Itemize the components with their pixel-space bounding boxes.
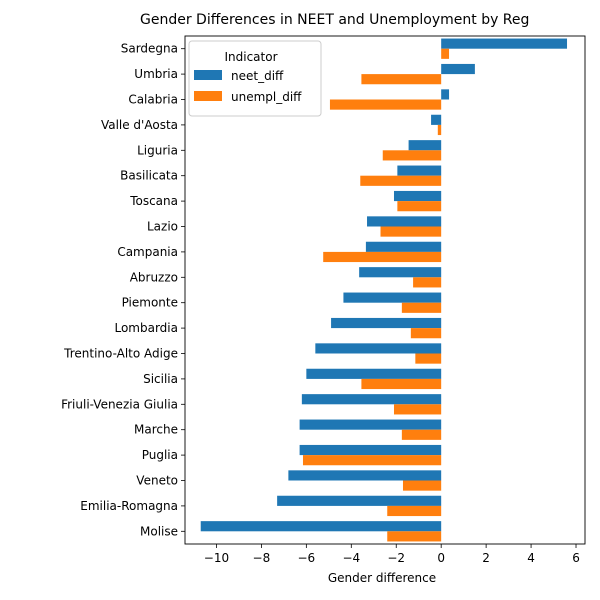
bar-neet-diff-emilia-romagna bbox=[277, 495, 442, 506]
legend-swatch-unempl-diff bbox=[194, 91, 222, 101]
bar-neet-diff-molise bbox=[200, 521, 442, 532]
x-tick-label: 0 bbox=[437, 551, 445, 565]
y-tick-label-lombardia: Lombardia bbox=[114, 321, 178, 335]
bar-neet-diff-sicilia bbox=[306, 368, 442, 379]
bar-neet-diff-basilicata bbox=[397, 165, 442, 176]
bar-neet-diff-piemonte bbox=[343, 292, 442, 303]
y-tick-label-veneto: Veneto bbox=[136, 474, 178, 488]
bar-neet-diff-lombardia bbox=[331, 317, 442, 329]
legend: Indicator neet_diff unempl_diff bbox=[188, 40, 322, 117]
bar-unempl-diff-umbria bbox=[361, 74, 442, 85]
y-tick-label-umbria: Umbria bbox=[134, 67, 178, 81]
legend-title: Indicator bbox=[224, 50, 277, 64]
bar-unempl-diff-piemonte bbox=[401, 302, 442, 313]
bar-neet-diff-umbria bbox=[441, 63, 475, 75]
y-tick-label-marche: Marche bbox=[134, 423, 178, 437]
bar-unempl-diff-lombardia bbox=[410, 328, 442, 339]
x-tick-label: −6 bbox=[297, 551, 315, 565]
bar-unempl-diff-veneto bbox=[402, 480, 442, 491]
bars-group bbox=[200, 38, 568, 542]
bar-unempl-diff-marche bbox=[401, 429, 442, 440]
legend-label-unempl-diff: unempl_diff bbox=[231, 90, 302, 104]
bar-unempl-diff-calabria bbox=[329, 99, 442, 110]
bar-neet-diff-abruzzo bbox=[359, 267, 442, 278]
bar-neet-diff-valle-d-aosta bbox=[431, 114, 442, 125]
plot-frame bbox=[184, 35, 586, 545]
x-tick-label: −4 bbox=[342, 551, 360, 565]
bar-unempl-diff-liguria bbox=[382, 150, 442, 161]
y-tick-label-sardegna: Sardegna bbox=[121, 42, 178, 56]
x-tick-label: 6 bbox=[572, 551, 580, 565]
legend-label-neet-diff: neet_diff bbox=[231, 69, 284, 83]
bar-neet-diff-trentino-alto-adige bbox=[315, 343, 442, 354]
x-axis-ticks: −10 −8 −6 −4 −2 0 2 4 6 bbox=[204, 544, 580, 565]
x-tick-label: −10 bbox=[204, 551, 229, 565]
y-tick-label-lazio: Lazio bbox=[147, 220, 178, 234]
y-tick-label-liguria: Liguria bbox=[137, 143, 178, 157]
y-tick-label-sicilia: Sicilia bbox=[143, 372, 178, 386]
bar-neet-diff-toscana bbox=[393, 190, 442, 202]
y-tick-label-trentino-alto-adige: Trentino-Alto Adige bbox=[63, 347, 178, 361]
x-tick-label: −2 bbox=[387, 551, 405, 565]
bar-unempl-diff-toscana bbox=[397, 201, 442, 212]
y-tick-label-puglia: Puglia bbox=[142, 448, 178, 462]
y-tick-label-emilia-romagna: Emilia-Romagna bbox=[80, 499, 178, 513]
bar-neet-diff-lazio bbox=[367, 216, 442, 227]
bar-neet-diff-friuli-venezia-giulia bbox=[301, 394, 442, 405]
y-tick-label-piemonte: Piemonte bbox=[122, 296, 178, 310]
chart-title: Gender Differences in NEET and Unemploym… bbox=[140, 12, 529, 28]
y-tick-label-friuli-venezia-giulia: Friuli-Venezia Giulia bbox=[61, 397, 178, 411]
x-tick-label: −8 bbox=[253, 551, 271, 565]
bar-unempl-diff-molise bbox=[387, 531, 442, 542]
bar-unempl-diff-valle-d-aosta bbox=[437, 124, 442, 136]
bar-unempl-diff-basilicata bbox=[360, 175, 442, 186]
bar-unempl-diff-campania bbox=[323, 251, 442, 263]
bar-neet-diff-campania bbox=[365, 241, 442, 252]
legend-swatch-neet-diff bbox=[194, 70, 222, 80]
y-tick-label-campania: Campania bbox=[117, 245, 178, 259]
bar-neet-diff-calabria bbox=[441, 89, 450, 100]
bar-unempl-diff-friuli-venezia-giulia bbox=[393, 404, 442, 415]
bar-neet-diff-veneto bbox=[288, 470, 442, 481]
bar-unempl-diff-lazio bbox=[380, 226, 442, 237]
x-tick-label: 4 bbox=[527, 551, 535, 565]
bar-neet-diff-sardegna bbox=[441, 38, 568, 49]
y-tick-label-abruzzo: Abruzzo bbox=[130, 270, 178, 284]
bar-neet-diff-puglia bbox=[299, 444, 442, 456]
x-tick-label: 2 bbox=[482, 551, 490, 565]
y-tick-label-toscana: Toscana bbox=[129, 194, 178, 208]
y-tick-label-calabria: Calabria bbox=[128, 93, 178, 107]
bar-unempl-diff-trentino-alto-adige bbox=[415, 353, 442, 364]
bar-unempl-diff-sardegna bbox=[441, 48, 450, 59]
x-axis-label: Gender difference bbox=[328, 571, 436, 585]
y-tick-label-valle-d-aosta: Valle d'Aosta bbox=[101, 118, 178, 132]
bar-neet-diff-marche bbox=[299, 419, 442, 430]
bar-unempl-diff-sicilia bbox=[361, 378, 442, 390]
bar-unempl-diff-puglia bbox=[302, 455, 442, 466]
bar-neet-diff-liguria bbox=[408, 140, 442, 151]
bar-unempl-diff-emilia-romagna bbox=[387, 505, 442, 517]
y-tick-label-basilicata: Basilicata bbox=[120, 169, 178, 183]
bar-unempl-diff-abruzzo bbox=[413, 277, 442, 288]
y-tick-label-molise: Molise bbox=[140, 524, 178, 538]
y-axis-ticks: Sardegna Umbria Calabria Valle d'Aosta Ligur… bbox=[61, 42, 185, 538]
